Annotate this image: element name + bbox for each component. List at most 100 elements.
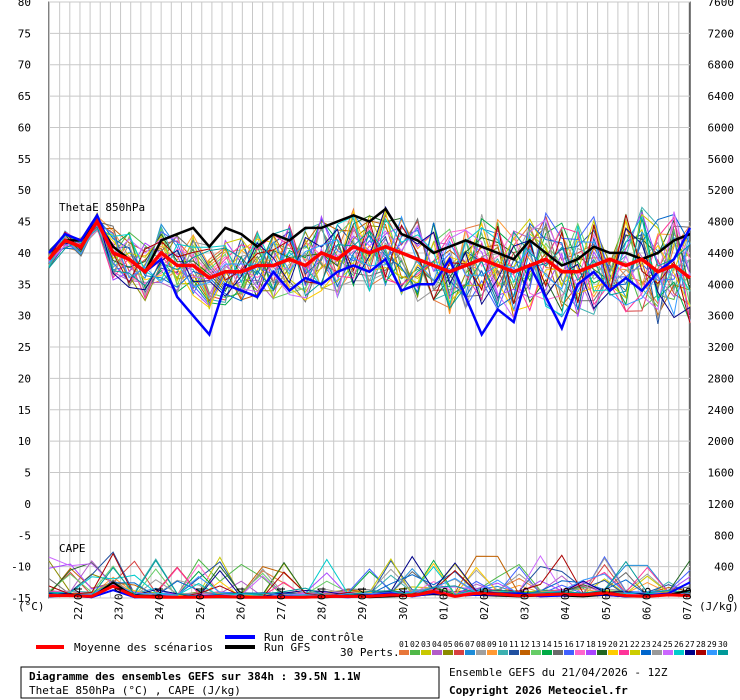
date-label: 01/05 xyxy=(437,587,450,620)
right-tick-label: 400 xyxy=(714,561,734,574)
pert-legend-swatch xyxy=(663,650,673,655)
left-tick-label: 80 xyxy=(18,0,31,9)
right-tick-label: 5600 xyxy=(708,153,735,166)
right-tick-label: 3600 xyxy=(708,310,735,323)
pert-legend-swatch xyxy=(487,650,497,655)
pert-legend-number: 30 xyxy=(718,640,728,649)
pert-legend-number: 18 xyxy=(586,640,596,649)
date-label: 29/04 xyxy=(356,587,369,620)
right-tick-label: 6800 xyxy=(708,59,735,72)
pert-legend-swatch xyxy=(597,650,607,655)
pert-legend-swatch xyxy=(443,650,453,655)
right-unit-label: (J/kg) xyxy=(699,600,739,613)
pert-legend-number: 19 xyxy=(597,640,607,649)
left-tick-label: 65 xyxy=(18,90,31,103)
right-tick-label: 4000 xyxy=(708,278,735,291)
mean-cape-line xyxy=(49,584,691,599)
pert-legend-number: 12 xyxy=(520,640,530,649)
date-label: 22/04 xyxy=(72,587,85,620)
pert-legend-number: 07 xyxy=(465,640,475,649)
left-tick-label: 70 xyxy=(18,59,31,72)
control-legend-label: Run de contrôle xyxy=(264,631,363,644)
date-label: 24/04 xyxy=(153,587,166,620)
gfs-thetae-line xyxy=(48,207,691,274)
footer-box xyxy=(20,666,440,699)
left-tick-label: 15 xyxy=(18,404,31,417)
date-label: 23/04 xyxy=(113,587,126,620)
pert-legend-number: 04 xyxy=(432,640,442,649)
right-tick-label: 3200 xyxy=(708,341,735,354)
pert-legend-number: 27 xyxy=(685,640,695,649)
pert-legend-swatch xyxy=(476,650,486,655)
right-tick-label: 2000 xyxy=(708,435,735,448)
pert-legend-swatch xyxy=(542,650,552,655)
left-tick-label: 45 xyxy=(18,216,31,229)
pert-legend-swatch xyxy=(553,650,563,655)
right-tick-label: 4400 xyxy=(708,247,735,260)
pert-legend-swatch xyxy=(707,650,717,655)
pert-legend-swatch xyxy=(465,650,475,655)
pert-legend-swatch xyxy=(630,650,640,655)
left-tick-label: 50 xyxy=(18,184,31,197)
pert-legend-swatch xyxy=(454,650,464,655)
right-tick-label: 4800 xyxy=(708,216,735,229)
pert-legend-swatch xyxy=(564,650,574,655)
pert-legend-number: 20 xyxy=(608,640,618,649)
pert-legend-swatch xyxy=(641,650,651,655)
gfs-legend-label: Run GFS xyxy=(264,641,310,654)
pert-legend-swatch xyxy=(421,650,431,655)
right-tick-label: 800 xyxy=(714,529,734,542)
pert-legend-number: 25 xyxy=(663,640,673,649)
pert-legend-number: 15 xyxy=(553,640,563,649)
pert-legend-number: 09 xyxy=(487,640,497,649)
mean-legend-label: Moyenne des scénarios xyxy=(74,641,213,654)
left-tick-label: 40 xyxy=(18,247,31,260)
thetae-panel-label: ThetaE 850hPa xyxy=(59,201,145,214)
right-tick-label: 1200 xyxy=(708,498,735,511)
pert-thetae-line xyxy=(48,217,691,310)
pert-legend-swatch xyxy=(685,650,695,655)
right-tick-label: 6400 xyxy=(708,90,735,103)
pert-legend-number: 24 xyxy=(652,640,662,649)
right-tick-label: 7600 xyxy=(708,0,735,9)
left-tick-label: 75 xyxy=(18,27,31,40)
date-labels: 22/04 23/04 24/04 25/04 26/04 27/04 28/04 29/04… xyxy=(72,587,694,620)
left-tick-label: 30 xyxy=(18,310,31,323)
left-tick-label: 25 xyxy=(18,341,31,354)
pert-legend-number: 21 xyxy=(619,640,629,649)
pert-legend-number: 01 xyxy=(399,640,409,649)
date-label: 07/05 xyxy=(681,587,694,620)
ensemble-info: Ensemble GEFS du 21/04/2026 - 12Z xyxy=(449,666,668,679)
pert-legend-number: 26 xyxy=(674,640,684,649)
pert-legend-swatch xyxy=(674,650,684,655)
pert-legend-number: 16 xyxy=(564,640,574,649)
date-label: 27/04 xyxy=(275,587,288,620)
date-label: 06/05 xyxy=(640,587,653,620)
pert-legend-swatch xyxy=(619,650,629,655)
pert-legend-swatch xyxy=(520,650,530,655)
footer-subtitle: ThetaE 850hPa (°C) , CAPE (J/kg) xyxy=(29,684,241,697)
pert-legend-swatch xyxy=(608,650,618,655)
pert-legend-number: 14 xyxy=(542,640,552,649)
pert-legend-number: 05 xyxy=(443,640,453,649)
right-tick-label: 2400 xyxy=(708,404,735,417)
copyright: Copyright 2026 Meteociel.fr xyxy=(449,684,628,697)
right-tick-label: 2800 xyxy=(708,372,735,385)
main-series-lines xyxy=(47,207,692,599)
perturbation-lines xyxy=(48,205,691,598)
pert-legend-number: 29 xyxy=(707,640,717,649)
pert-legend-number: 28 xyxy=(696,640,706,649)
left-tick-label: 35 xyxy=(18,278,31,291)
date-label: 05/05 xyxy=(600,587,613,620)
date-label: 26/04 xyxy=(234,587,247,620)
right-tick-label: 5200 xyxy=(708,184,735,197)
pert-legend-swatch xyxy=(575,650,585,655)
pert-legend-number: 22 xyxy=(630,640,640,649)
date-label: 04/05 xyxy=(559,587,572,620)
pert-legend-swatch xyxy=(410,650,420,655)
pert-legend-swatch xyxy=(652,650,662,655)
right-tick-label: 0 xyxy=(727,592,734,605)
left-tick-label: 5 xyxy=(24,467,31,480)
pert-thetae-line xyxy=(48,215,691,317)
right-tick-label: 6000 xyxy=(708,121,735,134)
